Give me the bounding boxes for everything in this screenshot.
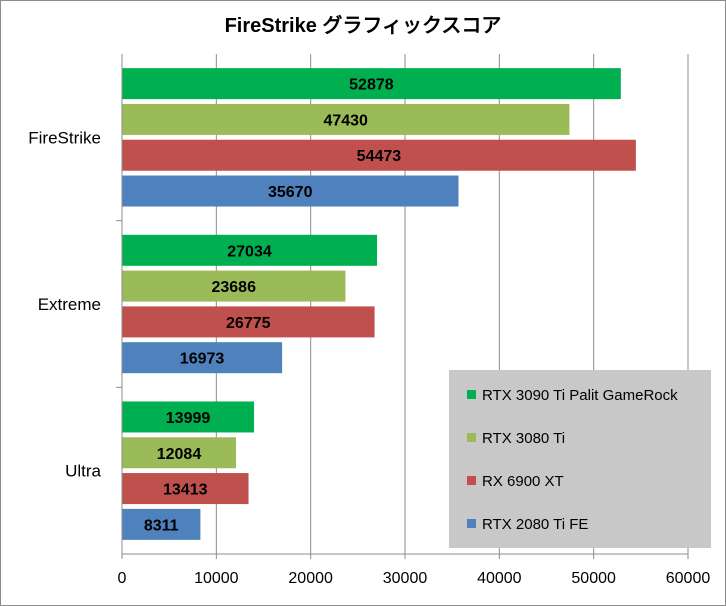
axes: 0 10000 20000 30000 40000 50000 60000 FireStrik… <box>28 54 710 587</box>
bar <box>122 342 283 374</box>
legend-label: RX 6900 XT <box>482 473 564 490</box>
chart-title: FireStrike グラフィックスコア <box>225 13 502 37</box>
bar <box>122 139 636 171</box>
x-tick-label: 60000 <box>666 570 711 587</box>
x-tick-label: 40000 <box>477 570 522 587</box>
bar-value-label: 52878 <box>349 77 394 94</box>
bar-value-label: 35670 <box>268 184 313 201</box>
bar-value-label: 23686 <box>211 279 256 296</box>
x-tick-label: 20000 <box>288 570 333 587</box>
legend-label: RTX 3090 Ti Palit GameRock <box>482 387 678 404</box>
category-label: Ultra <box>65 462 101 481</box>
x-tick-label: 10000 <box>194 570 239 587</box>
legend-swatch <box>467 476 476 485</box>
legend-swatch <box>467 390 476 399</box>
bar <box>122 401 255 433</box>
legend-box <box>449 370 711 548</box>
bar <box>122 270 346 302</box>
legend-label: RTX 3080 Ti <box>482 430 565 447</box>
category-label: FireStrike <box>28 128 101 147</box>
bar-value-label: 47430 <box>323 112 368 129</box>
bar-value-label: 8311 <box>144 517 179 534</box>
bar <box>122 68 621 100</box>
bar-value-label: 26775 <box>226 315 271 332</box>
legend: RTX 3090 Ti Palit GameRock RTX 3080 Ti RX … <box>449 370 711 548</box>
bar-value-label: 12084 <box>157 446 202 463</box>
bar <box>122 103 570 135</box>
bar-value-label: 54473 <box>357 148 402 165</box>
x-tick-label: 30000 <box>383 570 428 587</box>
bar <box>122 508 201 540</box>
bar <box>122 437 236 469</box>
bars: 52878 47430 54473 35670 27034 23686 26775 16973… <box>122 68 636 540</box>
category-label: Extreme <box>38 295 101 314</box>
bar-value-label: 27034 <box>227 243 272 260</box>
x-tick-label: 50000 <box>571 570 616 587</box>
bar <box>122 306 375 338</box>
bar-value-label: 13999 <box>166 410 211 427</box>
bar <box>122 234 378 266</box>
bar <box>122 175 459 207</box>
legend-label: RTX 2080 Ti FE <box>482 516 588 533</box>
legend-swatch <box>467 519 476 528</box>
bar <box>122 473 249 505</box>
legend-swatch <box>467 433 476 442</box>
bar-value-label: 16973 <box>180 351 225 368</box>
bar-value-label: 13413 <box>163 482 208 499</box>
x-tick-label: 0 <box>118 570 127 587</box>
